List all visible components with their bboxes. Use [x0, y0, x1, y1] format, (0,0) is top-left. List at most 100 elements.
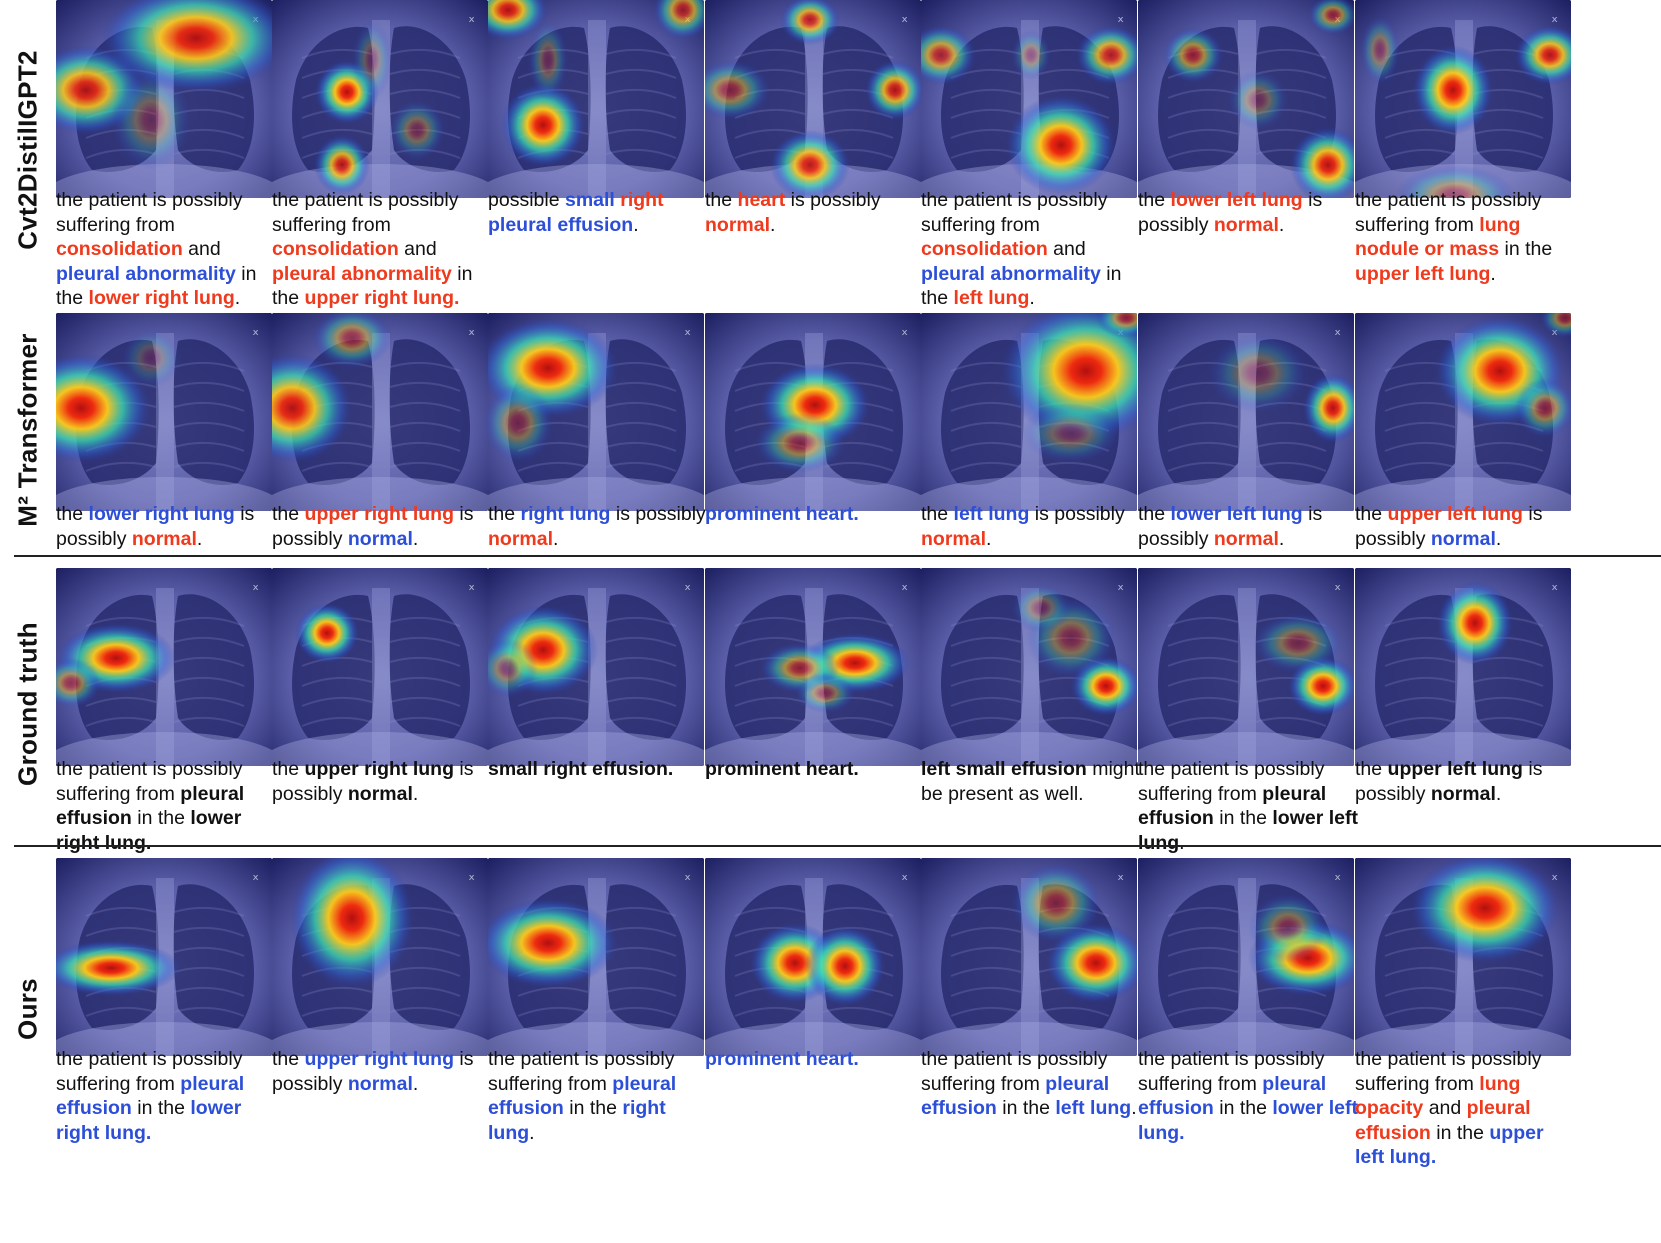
caption-red-phrase: normal: [1213, 213, 1279, 236]
xray-svg: ₓ: [272, 313, 488, 511]
heat-blob: [1515, 378, 1571, 438]
caption-text: and: [182, 238, 221, 260]
film-marker-icon: ₓ: [252, 575, 259, 594]
xray-attention-tile: ₓ: [1355, 858, 1571, 1056]
xray-svg: ₓ: [488, 858, 704, 1056]
report-caption: the upper right lung is possibly normal.: [272, 757, 492, 806]
report-caption: the patient is possibly suffering from p…: [488, 1047, 708, 1145]
xray-attention-tile: ₓ: [56, 313, 272, 511]
caption-text: the patient is possibly suffering from: [56, 1048, 243, 1095]
film-marker-icon: ₓ: [468, 865, 475, 884]
caption-red-phrase: left lung: [953, 287, 1030, 309]
heat-blob: [1290, 127, 1354, 198]
caption-text: .: [1029, 287, 1035, 309]
xray-attention-tile: ₓ: [488, 0, 704, 198]
caption-red-phrase: lung opacity: [1355, 1072, 1521, 1120]
caption-bold-phrase: pleural effusion: [56, 782, 245, 830]
caption-text: in the: [921, 262, 1122, 310]
caption-red-phrase: upper right lung: [304, 503, 455, 525]
caption-red-phrase: lower right lung: [88, 287, 235, 309]
heat-blob: [111, 70, 191, 170]
row-label-text: Ours: [12, 977, 43, 1040]
attention-heatmap: [1248, 893, 1354, 996]
caption-text: is possibly: [56, 503, 255, 550]
attention-heatmap: [921, 25, 1137, 195]
xray-attention-tile: ₓ: [1355, 568, 1571, 766]
row-label-text: M² Transformer: [12, 333, 43, 527]
caption-blue-phrase: prominent heart.: [705, 503, 859, 525]
report-caption: small right effusion.: [488, 757, 708, 782]
caption-bold-phrase: normal: [1430, 782, 1496, 805]
xray-attention-tile: ₓ: [272, 313, 488, 511]
caption-text: the: [1138, 503, 1171, 525]
heat-blob: [805, 926, 885, 1006]
right-lung-shape: [941, 884, 1024, 1030]
xray-svg: ₓ: [921, 313, 1137, 511]
caption-text: the: [272, 1048, 305, 1070]
caption-red-phrase: normal: [705, 213, 771, 236]
heat-blob: [121, 328, 181, 388]
left-lung-shape: [173, 594, 254, 740]
xray-svg: ₓ: [56, 313, 272, 511]
xray-attention-tile: ₓ: [1138, 0, 1354, 198]
xray-svg: ₓ: [1355, 0, 1571, 198]
caption-text: the patient is possibly suffering from: [56, 189, 243, 236]
caption-text: is possibly: [785, 189, 881, 211]
report-caption: the left lung is possibly normal.: [921, 502, 1141, 551]
film-marker-icon: ₓ: [684, 865, 691, 884]
caption-text: in the: [1430, 1121, 1490, 1144]
row-label-text: Ground truth: [12, 621, 43, 786]
caption-text: is possibly: [1355, 758, 1543, 805]
heat-blob: [770, 130, 850, 198]
caption-text: .: [553, 527, 559, 550]
report-caption: the patient is possibly suffering from p…: [56, 757, 276, 855]
heat-blob: [1001, 313, 1137, 441]
left-lung-shape: [605, 26, 686, 172]
caption-text: .: [412, 1072, 419, 1095]
heat-blob: [295, 603, 359, 663]
film-marker-icon: ₓ: [901, 575, 908, 594]
xray-attention-tile: ₓ: [705, 568, 921, 766]
caption-text: and: [1423, 1097, 1467, 1119]
right-lung-shape: [941, 594, 1024, 740]
heat-blob: [1046, 923, 1137, 1003]
film-marker-icon: ₓ: [684, 320, 691, 339]
xray-svg: ₓ: [1138, 0, 1354, 198]
heat-blob: [755, 413, 845, 473]
caption-text: .: [1490, 262, 1496, 285]
attention-heatmap: [295, 603, 359, 663]
heat-blob: [314, 135, 370, 195]
caption-text: in the: [1213, 1097, 1273, 1119]
xray-attention-tile: ₓ: [921, 313, 1137, 511]
caption-red-phrase: normal: [131, 527, 197, 550]
right-lung-shape: [1375, 594, 1458, 740]
caption-text: in the: [56, 262, 257, 310]
caption-red-phrase: lower left lung: [1170, 189, 1303, 211]
caption-text: the patient is possibly suffering from: [1138, 758, 1325, 805]
caption-blue-phrase: pleural abnormality: [921, 262, 1101, 285]
caption-blue-phrase: upper right lung: [304, 1048, 455, 1070]
xray-attention-tile: ₓ: [488, 313, 704, 511]
xray-attention-tile: ₓ: [1138, 313, 1354, 511]
xray-attention-tile: ₓ: [705, 313, 921, 511]
caption-text: the patient is possibly suffering from: [1355, 189, 1542, 236]
xray-attention-tile: ₓ: [705, 0, 921, 198]
caption-blue-phrase: lower right lung: [88, 503, 235, 525]
xray-svg: ₓ: [1355, 858, 1571, 1056]
row-label-text: Cvt2DistilIGPT2: [12, 50, 43, 250]
attention-heatmap: [314, 20, 445, 195]
row-divider: [14, 845, 1661, 847]
left-lung-shape: [173, 339, 254, 485]
caption-blue-phrase: pleural effusion: [1138, 1072, 1327, 1120]
right-lung-shape: [1158, 594, 1241, 740]
caption-blue-phrase: pleural effusion: [921, 1072, 1110, 1120]
film-marker-icon: ₓ: [1551, 7, 1558, 26]
caption-text: the patient is possibly suffering from: [921, 1048, 1108, 1095]
film-marker-icon: ₓ: [1334, 575, 1341, 594]
xray-attention-tile: ₓ: [272, 0, 488, 198]
xray-attention-tile: ₓ: [56, 858, 272, 1056]
report-caption: prominent heart.: [705, 757, 925, 782]
caption-text: .: [412, 527, 419, 550]
xray-attention-tile: ₓ: [1138, 858, 1354, 1056]
xray-attention-tile: ₓ: [272, 568, 488, 766]
